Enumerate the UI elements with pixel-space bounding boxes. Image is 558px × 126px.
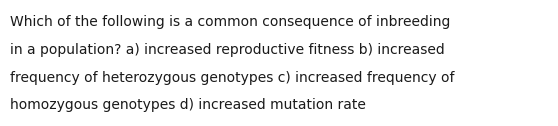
Text: frequency of heterozygous genotypes c) increased frequency of: frequency of heterozygous genotypes c) i… — [10, 71, 455, 85]
Text: homozygous genotypes d) increased mutation rate: homozygous genotypes d) increased mutati… — [10, 98, 366, 112]
Text: in a population? a) increased reproductive fitness b) increased: in a population? a) increased reproducti… — [10, 43, 445, 57]
Text: Which of the following is a common consequence of inbreeding: Which of the following is a common conse… — [10, 15, 450, 29]
